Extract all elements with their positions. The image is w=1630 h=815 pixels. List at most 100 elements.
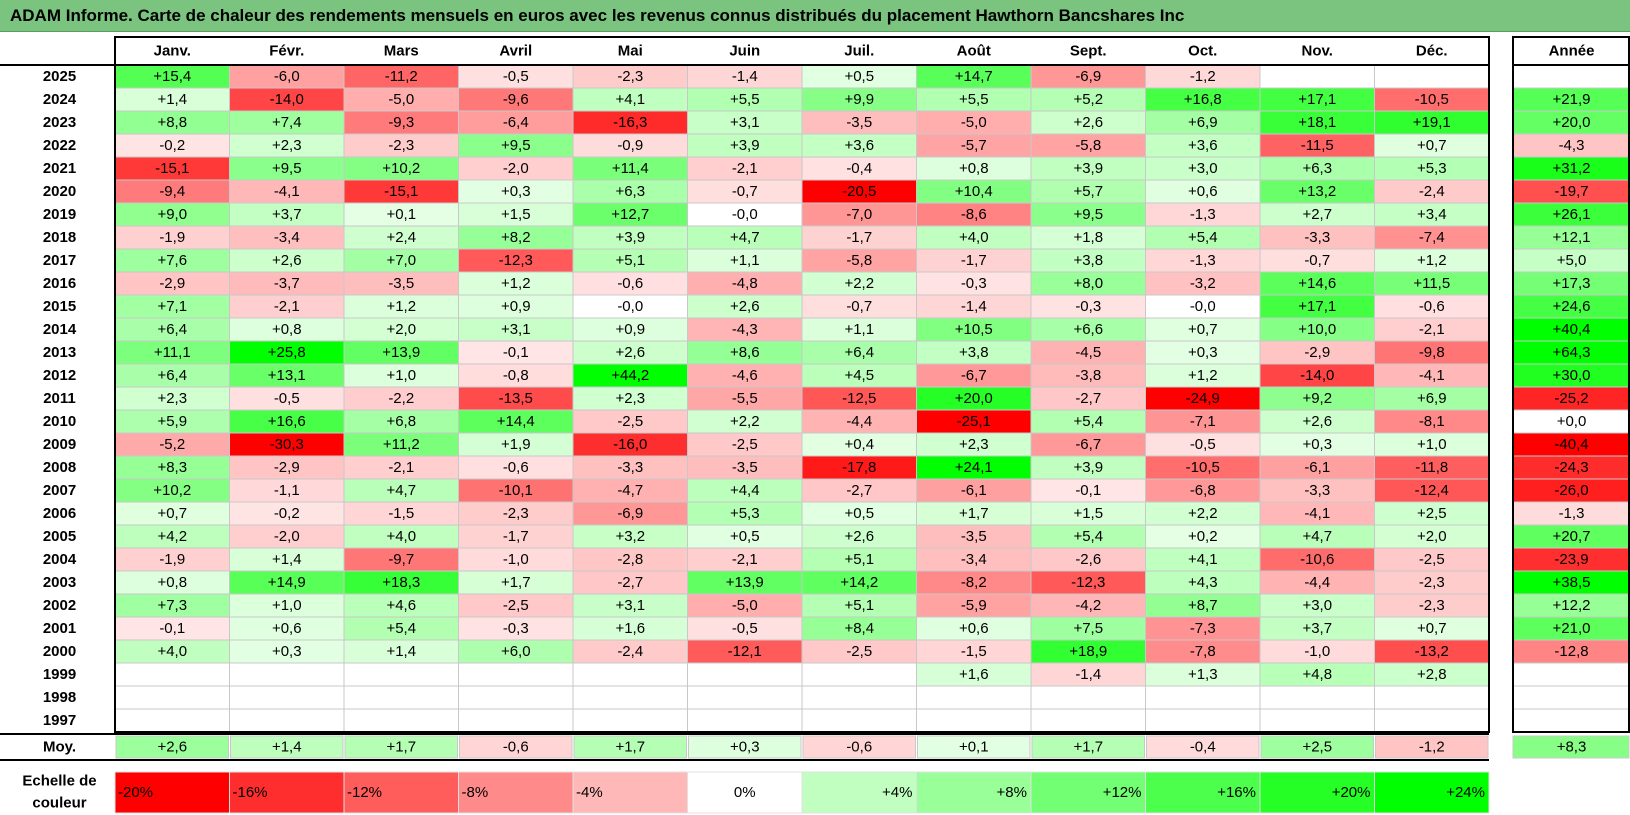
cell-value: -3,2 bbox=[1190, 275, 1216, 292]
annual-value: -1,3 bbox=[1559, 505, 1585, 522]
cell-value: +11,4 bbox=[612, 160, 649, 177]
cell-value: -2,7 bbox=[617, 574, 643, 591]
cell-value: -0,1 bbox=[1075, 482, 1101, 499]
cell-value: +2,6 bbox=[844, 528, 874, 545]
cell-value: -6,0 bbox=[274, 68, 300, 85]
cell-value: -0,8 bbox=[503, 367, 529, 384]
cell-value: +5,3 bbox=[1417, 160, 1447, 177]
cell-value: +2,6 bbox=[730, 298, 760, 315]
year-label: 2000 bbox=[43, 643, 76, 660]
year-label: 1999 bbox=[43, 666, 76, 683]
cell-value: -6,8 bbox=[1190, 482, 1216, 499]
cell-value: -3,4 bbox=[274, 229, 300, 246]
cell-value: +4,0 bbox=[386, 528, 416, 545]
cell-value: +3,1 bbox=[730, 114, 760, 131]
cell-value: -6,9 bbox=[1075, 68, 1101, 85]
cell-value: +44,2 bbox=[611, 367, 649, 384]
cell-value: +0,7 bbox=[157, 505, 187, 522]
cell-value: +8,7 bbox=[1188, 597, 1218, 614]
heatmap-cell bbox=[1374, 708, 1490, 733]
cell-value: -2,3 bbox=[503, 505, 529, 522]
annual-value: +12,2 bbox=[1553, 597, 1591, 614]
cell-value: -2,7 bbox=[1075, 390, 1101, 407]
cell-value: -2,5 bbox=[732, 436, 758, 453]
heatmap-cell bbox=[1145, 685, 1261, 710]
cell-value: +4,7 bbox=[730, 229, 760, 246]
cell-value: +5,4 bbox=[386, 620, 416, 637]
cell-value: -4,1 bbox=[1419, 367, 1445, 384]
year-label: 2012 bbox=[43, 367, 76, 384]
cell-value: -12,5 bbox=[842, 390, 876, 407]
year-label: 2025 bbox=[43, 68, 76, 85]
cell-value: -3,5 bbox=[388, 275, 414, 292]
year-label: 2021 bbox=[43, 160, 76, 177]
heatmap-cell bbox=[572, 685, 688, 710]
scale-label-line2: couleur bbox=[32, 795, 86, 812]
average-cell bbox=[917, 735, 1031, 759]
cell-value: -2,9 bbox=[159, 275, 185, 292]
month-header: Oct. bbox=[1188, 43, 1217, 60]
cell-value: -11,8 bbox=[1415, 459, 1448, 476]
cell-value: -11,5 bbox=[1301, 137, 1334, 154]
cell-value: -12,4 bbox=[1415, 482, 1449, 499]
cell-value: -4,4 bbox=[846, 413, 872, 430]
cell-value: +3,0 bbox=[1188, 160, 1218, 177]
cell-value: -1,5 bbox=[388, 505, 414, 522]
cell-value: -6,1 bbox=[1304, 459, 1330, 476]
heatmap-cell bbox=[687, 662, 803, 687]
cell-value: +0,3 bbox=[272, 643, 302, 660]
cell-value: +0,5 bbox=[844, 68, 874, 85]
cell-value: -15,1 bbox=[384, 183, 418, 200]
cell-value: +7,5 bbox=[1073, 620, 1103, 637]
scale-swatch bbox=[1030, 771, 1146, 814]
cell-value: -4,1 bbox=[1304, 505, 1330, 522]
cell-value: -2,8 bbox=[617, 551, 643, 568]
cell-value: -7,4 bbox=[1419, 229, 1445, 246]
cell-value: -0,5 bbox=[503, 68, 529, 85]
cell-value: +2,3 bbox=[615, 390, 645, 407]
cell-value: -0,0 bbox=[732, 206, 758, 223]
average-value: -0,4 bbox=[1190, 739, 1216, 756]
cell-value: +1,5 bbox=[501, 206, 531, 223]
annual-value: +5,0 bbox=[1557, 252, 1587, 269]
cell-value: -1,9 bbox=[159, 551, 185, 568]
cell-value: -15,1 bbox=[155, 160, 189, 177]
annual-value: -26,0 bbox=[1554, 482, 1588, 499]
cell-value: -5,9 bbox=[961, 597, 987, 614]
year-label: 2010 bbox=[43, 413, 76, 430]
cell-value: +18,9 bbox=[1069, 643, 1107, 660]
cell-value: +6,0 bbox=[501, 643, 531, 660]
scale-swatch bbox=[114, 771, 230, 814]
cell-value: +10,0 bbox=[1298, 321, 1336, 338]
scale-swatch bbox=[458, 771, 574, 814]
average-value: +2,6 bbox=[157, 739, 187, 756]
cell-value: +13,1 bbox=[268, 367, 306, 384]
cell-value: +3,9 bbox=[1073, 160, 1103, 177]
cell-value: +3,8 bbox=[959, 344, 989, 361]
cell-value: -1,3 bbox=[1190, 252, 1216, 269]
annual-value: +20,7 bbox=[1553, 528, 1591, 545]
cell-value: -2,5 bbox=[1419, 551, 1445, 568]
cell-value: +7,3 bbox=[157, 597, 187, 614]
cell-value: -5,5 bbox=[732, 390, 758, 407]
cell-value: -2,5 bbox=[617, 413, 643, 430]
cell-value: +1,0 bbox=[1417, 436, 1447, 453]
year-label: 2016 bbox=[43, 275, 76, 292]
annual-value: -40,4 bbox=[1554, 436, 1588, 453]
cell-value: +2,6 bbox=[272, 252, 302, 269]
grid-border bbox=[114, 64, 1490, 733]
cell-value: +4,4 bbox=[730, 482, 760, 499]
scale-swatch bbox=[687, 771, 803, 814]
cell-value: +5,4 bbox=[1073, 413, 1103, 430]
month-header: Févr. bbox=[269, 43, 304, 60]
cell-value: +2,3 bbox=[157, 390, 187, 407]
average-cell bbox=[1260, 735, 1374, 759]
scale-swatch bbox=[801, 771, 917, 814]
year-label: 2014 bbox=[43, 321, 77, 338]
year-label: 2013 bbox=[43, 344, 76, 361]
cell-value: +4,0 bbox=[959, 229, 989, 246]
scale-swatch bbox=[1259, 771, 1375, 814]
year-label: 2009 bbox=[43, 436, 76, 453]
year-label: 2023 bbox=[43, 114, 76, 131]
cell-value: -12,3 bbox=[1071, 574, 1105, 591]
